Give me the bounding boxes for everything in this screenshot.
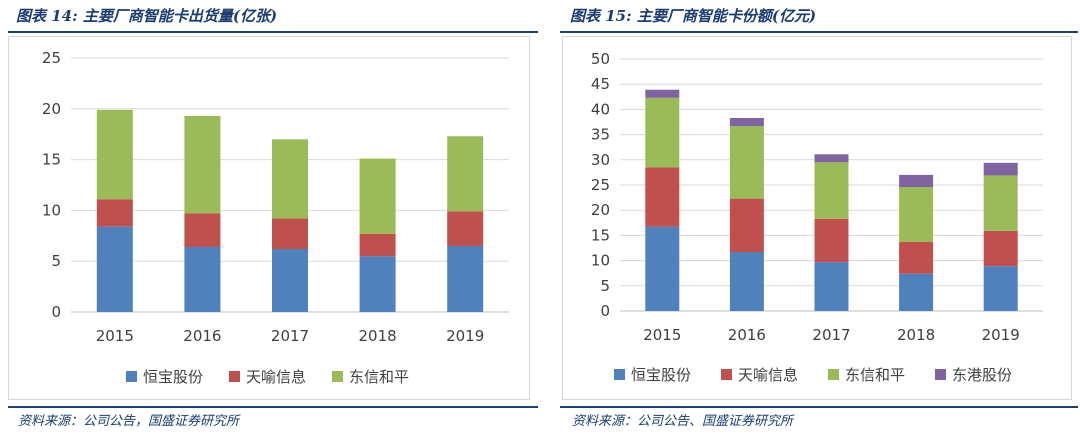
- bar-segment: [184, 213, 220, 247]
- left-title-rule: [8, 31, 538, 33]
- left-chart-box: 0 5 10 15 20 25 2015 2016 2017 2018 2019 恒宝股份 天喻信息 东信…: [8, 36, 530, 400]
- y-tick-label: 0: [51, 303, 61, 321]
- bar-segment: [815, 162, 849, 218]
- bar-segment: [360, 159, 396, 234]
- bar-segment: [447, 211, 483, 246]
- bar-segment: [984, 231, 1018, 266]
- legend-label: 天喻信息: [246, 368, 306, 386]
- legend-label: 东信和平: [845, 366, 905, 384]
- y-tick-label: 0: [600, 302, 610, 320]
- left-stacked-bar-chart: 0 5 10 15 20 25 2015 2016 2017 2018 2019 恒宝股份 天喻信息 东信…: [9, 37, 529, 399]
- right-figure-title: 图表 15: 主要厂商智能卡份额(亿元): [570, 5, 816, 26]
- left-figure-title: 图表 14: 主要厂商智能卡出货量(亿张): [16, 5, 277, 26]
- bar-segment: [645, 227, 679, 311]
- legend-swatch: [828, 369, 839, 380]
- x-tick-label: 2016: [728, 326, 766, 344]
- bar-segment: [447, 136, 483, 211]
- legend-swatch: [126, 371, 137, 382]
- legend-swatch: [229, 371, 240, 382]
- x-tick-label: 2019: [982, 326, 1020, 344]
- x-tick-label: 2018: [359, 327, 397, 345]
- bar-segment: [899, 187, 933, 242]
- x-tick-label: 2018: [897, 326, 935, 344]
- x-tick-label: 2017: [812, 326, 850, 344]
- bar-segment: [815, 262, 849, 311]
- legend-label: 东港股份: [952, 366, 1012, 384]
- legend-swatch: [935, 369, 946, 380]
- y-tick-label: 5: [600, 277, 610, 295]
- legend-swatch: [332, 371, 343, 382]
- right-source-note: 资料来源：公司公告、国盛证券研究所: [572, 410, 793, 429]
- bar-segment: [272, 219, 308, 249]
- bar-segment: [984, 175, 1018, 230]
- right-title-rule: [560, 31, 1078, 33]
- right-source-rule: [560, 406, 1078, 408]
- bar-segment: [730, 199, 764, 252]
- bar-segment: [899, 274, 933, 311]
- y-tick-label: 15: [591, 226, 610, 244]
- y-tick-label: 15: [42, 151, 61, 169]
- bar-segment: [730, 252, 764, 311]
- bar-segment: [447, 246, 483, 312]
- right-stacked-bar-chart: 0 5 10 15 20 25 30 35 40 45 50 2015 2016 2017 2018 2019…: [563, 37, 1071, 399]
- legend-label: 东信和平: [349, 368, 409, 386]
- bar-segment: [730, 118, 764, 126]
- left-source-note: 资料来源：公司公告，国盛证券研究所: [18, 410, 239, 429]
- bar-segment: [730, 126, 764, 199]
- bar-segment: [645, 167, 679, 226]
- bar-segment: [815, 219, 849, 262]
- legend-label: 天喻信息: [738, 366, 798, 384]
- bar-segment: [899, 175, 933, 187]
- legend-label: 恒宝股份: [631, 366, 691, 384]
- legend-label: 恒宝股份: [143, 368, 203, 386]
- bar-segment: [272, 139, 308, 218]
- bar-segment: [97, 110, 133, 199]
- legend-swatch: [721, 369, 732, 380]
- left-source-rule: [8, 406, 538, 408]
- x-tick-label: 2017: [271, 327, 309, 345]
- bar-segment: [360, 256, 396, 312]
- y-tick-label: 40: [591, 100, 610, 118]
- legend-swatch: [614, 369, 625, 380]
- y-tick-label: 10: [42, 201, 61, 219]
- right-figure-panel: 图表 15: 主要厂商智能卡份额(亿元) 0 5 10 15 20 25 30 35 40 45 5…: [550, 0, 1080, 435]
- y-tick-label: 30: [591, 151, 610, 169]
- bar-segment: [984, 266, 1018, 311]
- bar-segment: [184, 247, 220, 312]
- y-tick-label: 25: [42, 49, 61, 67]
- y-tick-label: 5: [51, 252, 61, 270]
- x-tick-label: 2016: [183, 327, 221, 345]
- bar-segment: [272, 249, 308, 312]
- bar-segment: [184, 116, 220, 214]
- bar-segment: [97, 199, 133, 226]
- x-tick-label: 2019: [446, 327, 484, 345]
- bar-segment: [360, 234, 396, 256]
- y-tick-label: 50: [591, 50, 610, 68]
- y-tick-label: 10: [591, 252, 610, 270]
- x-tick-label: 2015: [643, 326, 681, 344]
- x-tick-label: 2015: [96, 327, 134, 345]
- bar-segment: [645, 98, 679, 168]
- bar-segment: [984, 163, 1018, 176]
- y-tick-label: 45: [591, 75, 610, 93]
- bar-segment: [899, 242, 933, 274]
- y-tick-label: 20: [591, 201, 610, 219]
- right-chart-box: 0 5 10 15 20 25 30 35 40 45 50 2015 2016 2017 2018 2019…: [562, 36, 1072, 400]
- y-tick-label: 35: [591, 126, 610, 144]
- left-figure-panel: 图表 14: 主要厂商智能卡出货量(亿张) 0 5 10 15 20 25 2015 2016…: [0, 0, 540, 435]
- bar-segment: [97, 227, 133, 312]
- y-tick-label: 20: [42, 100, 61, 118]
- bar-segment: [815, 154, 849, 162]
- y-tick-label: 25: [591, 176, 610, 194]
- bar-segment: [645, 90, 679, 98]
